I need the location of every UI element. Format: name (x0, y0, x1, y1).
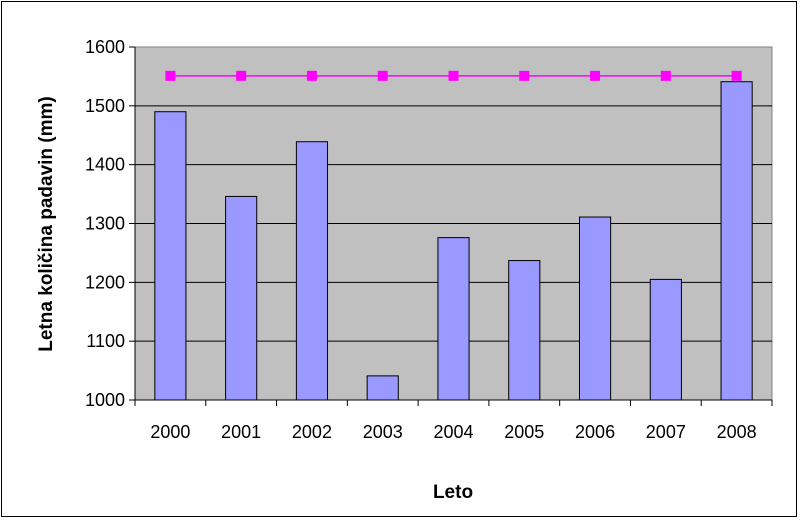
y-tick-label: 1300 (85, 214, 125, 234)
x-tick-label: 2003 (363, 422, 403, 442)
bar-2007 (649, 278, 682, 401)
line-marker-2001 (236, 70, 247, 81)
x-tick-labels: 2000 2001 2002 2003 2004 2005 2006 2007 2008 (150, 422, 756, 442)
y-tick-label: 1200 (85, 272, 125, 292)
line-series (165, 70, 742, 81)
line-marker-2003 (377, 70, 388, 81)
y-tick-label: 1100 (86, 331, 125, 351)
bar-2008 (720, 81, 753, 401)
y-axis-title: Letna količina padavin (mm) (36, 96, 57, 352)
x-tick-label: 2002 (292, 422, 332, 442)
bar-2002 (295, 141, 329, 401)
y-tick-label: 1600 (85, 37, 125, 57)
x-tick-label: 2008 (717, 422, 757, 442)
x-tick-label: 2005 (504, 422, 544, 442)
x-tick-label: 2001 (221, 422, 261, 442)
line-marker-2008 (731, 70, 742, 81)
x-tick-label: 2007 (646, 422, 686, 442)
y-tick-labels: 1000 1100 1200 1300 1400 1500 1600 (85, 37, 125, 410)
bar-2001 (225, 195, 258, 401)
bars (154, 81, 753, 401)
line-marker-2000 (165, 70, 176, 81)
y-tick-label: 1400 (85, 155, 125, 175)
bar-2006 (578, 216, 612, 401)
line-marker-2004 (448, 70, 459, 81)
axes (129, 46, 773, 406)
line-marker-2007 (660, 70, 671, 81)
line-marker-2005 (519, 70, 530, 81)
y-tick-label: 1000 (85, 390, 125, 410)
y-tick-label: 1500 (85, 96, 125, 116)
bar-2005 (508, 260, 541, 401)
x-tick-label: 2004 (433, 422, 473, 442)
line-marker-2002 (306, 70, 317, 81)
line-marker-2006 (590, 70, 601, 81)
x-tick-label: 2006 (575, 422, 615, 442)
x-axis-title: Leto (433, 482, 473, 503)
bar-2000 (154, 111, 187, 401)
bar-2003 (366, 375, 399, 401)
bar-2004 (437, 237, 470, 401)
x-tick-label: 2000 (150, 422, 190, 442)
